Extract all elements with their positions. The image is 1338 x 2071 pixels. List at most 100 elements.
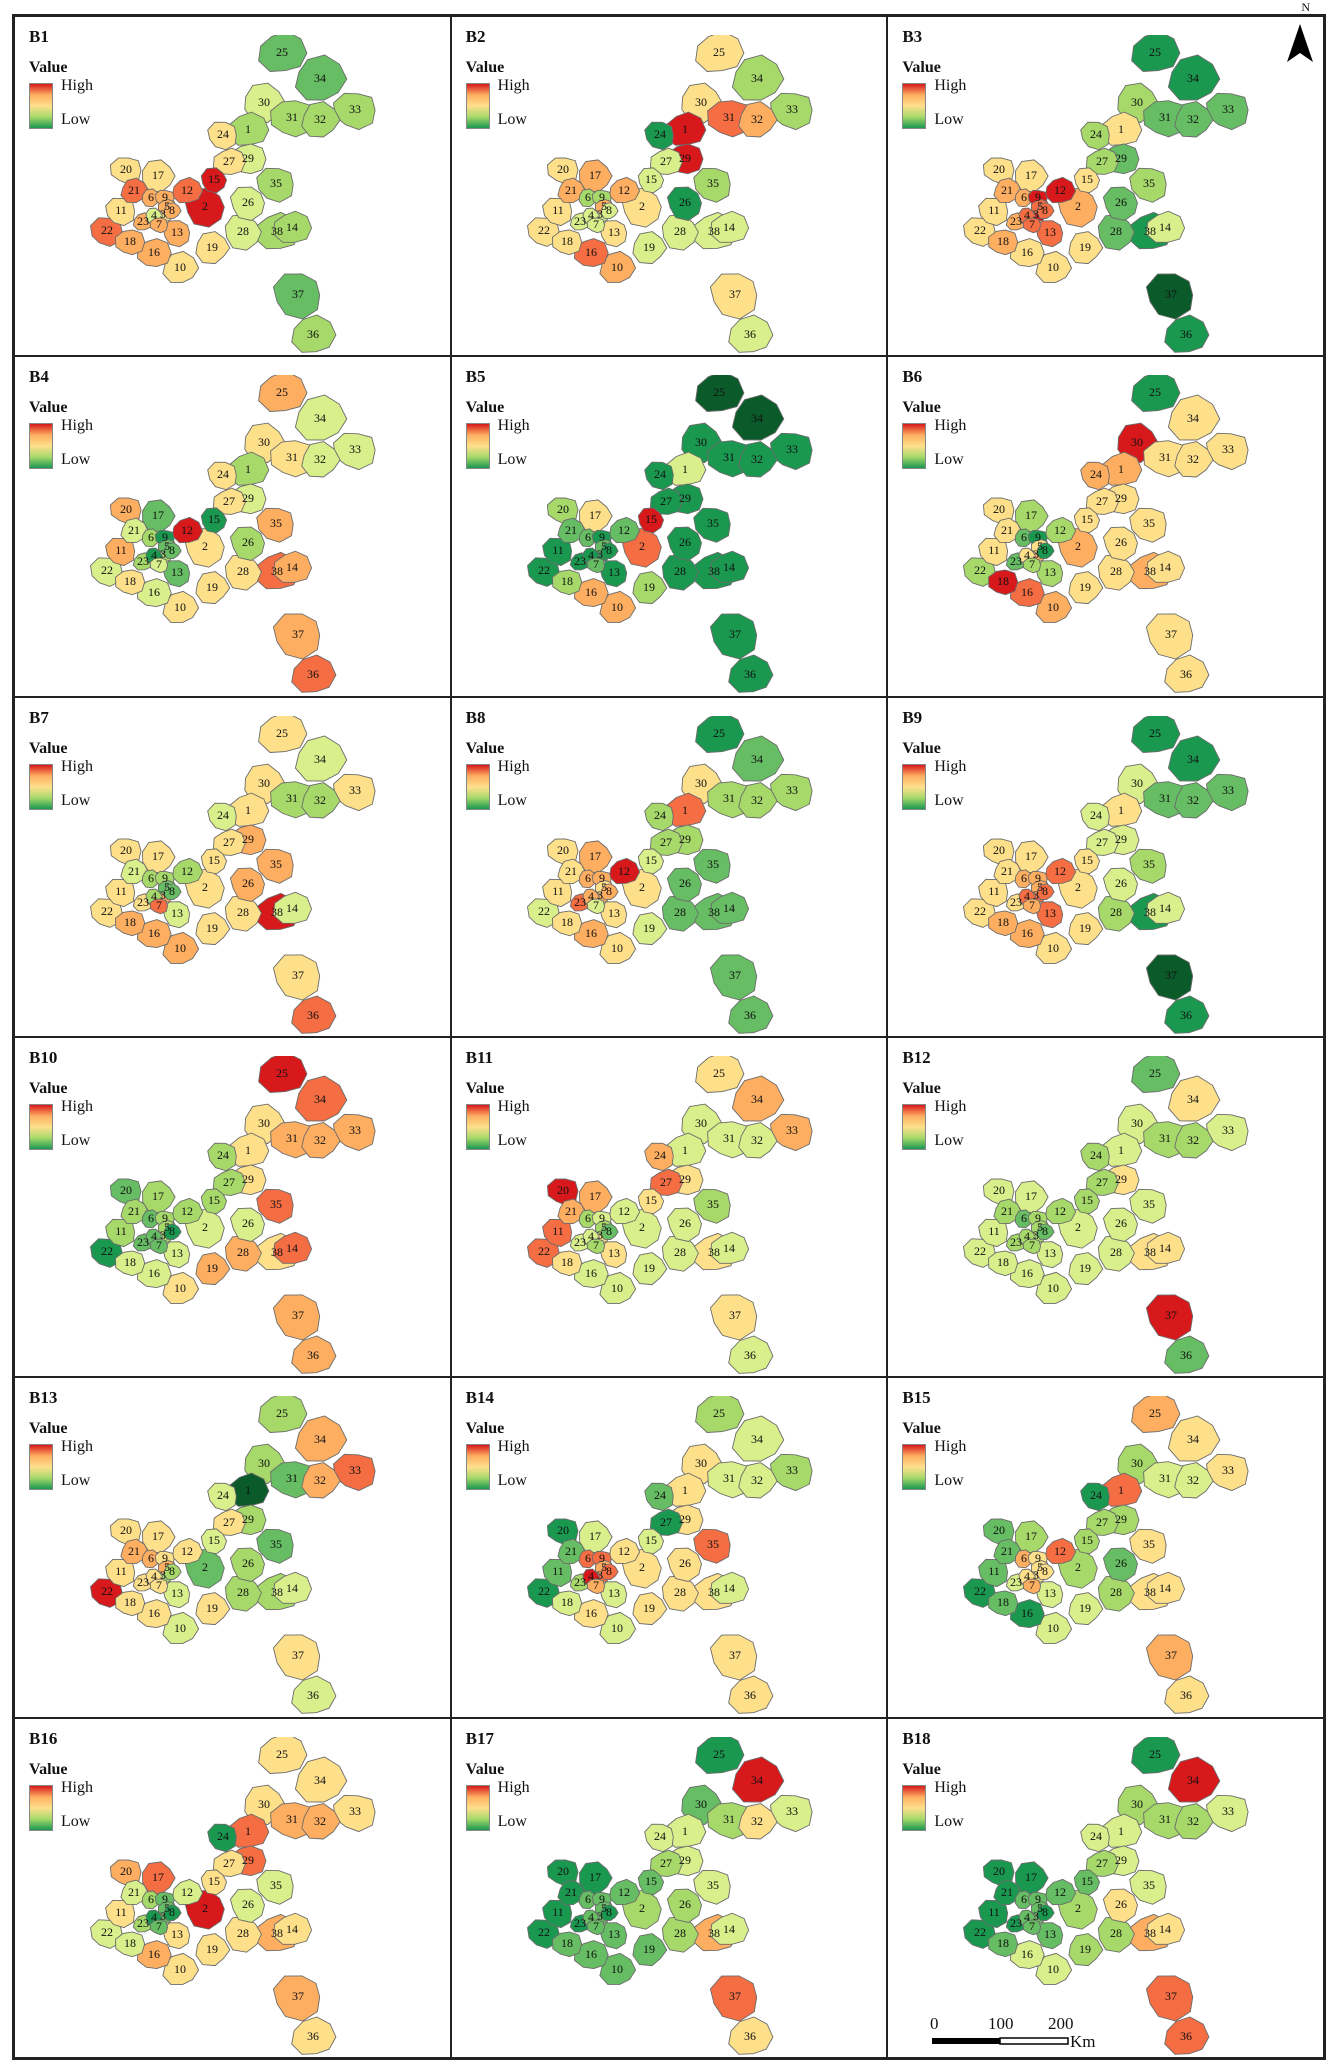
map-panel-b16: B16 Value High Low 1 2 3 4 5 6 7 8 9 10 11 12 13 14 15 16 17… [14, 1717, 451, 2058]
region-label-13: 13 [608, 1926, 620, 1940]
region-label-22: 22 [538, 1244, 550, 1258]
region-10 [162, 591, 200, 624]
region-label-8: 8 [1042, 1224, 1048, 1238]
region-14 [1146, 210, 1186, 243]
region-label-10: 10 [611, 1961, 623, 1975]
region-label-23: 23 [1010, 1235, 1022, 1249]
region-37 [1146, 273, 1194, 320]
region-10 [1035, 250, 1073, 283]
region-15 [200, 1528, 228, 1555]
region-label-21: 21 [128, 183, 140, 197]
region-label-12: 12 [618, 523, 630, 537]
region-13 [162, 1241, 191, 1269]
region-label-19: 19 [1079, 920, 1091, 934]
region-label-25: 25 [276, 1406, 288, 1420]
region-24 [643, 802, 674, 831]
region-label-1: 1 [245, 122, 251, 136]
region-12 [1045, 1878, 1077, 1905]
region-label-26: 26 [1115, 535, 1127, 549]
region-label-26: 26 [242, 1556, 254, 1570]
panel-title: B3 [902, 27, 923, 46]
region-19 [195, 1932, 231, 1966]
region-label-21: 21 [128, 1204, 140, 1218]
region-label-15: 15 [208, 852, 220, 866]
region-label-20: 20 [120, 162, 132, 176]
region-7 [149, 1919, 169, 1935]
region-32 [737, 441, 778, 478]
region-26 [1103, 1207, 1139, 1242]
legend-title: Value [902, 59, 941, 76]
region-label-16: 16 [585, 925, 597, 939]
region-35 [692, 848, 731, 884]
region-14 [709, 1231, 749, 1264]
region-6 [578, 1890, 598, 1909]
region-label-32: 32 [1187, 1473, 1199, 1487]
region-label-15: 15 [645, 1193, 657, 1207]
region-label-13: 13 [608, 905, 620, 919]
region-label-1: 1 [1118, 462, 1124, 476]
scale-tick-0: 0 [930, 2014, 939, 2033]
region-24 [643, 1823, 674, 1852]
region-label-6: 6 [1021, 1891, 1027, 1905]
region-label-27: 27 [1096, 494, 1108, 508]
region-label-11: 11 [989, 203, 1001, 217]
region-label-18: 18 [997, 1255, 1009, 1269]
legend-color-ramp [465, 763, 490, 810]
region-label-19: 19 [206, 580, 218, 594]
region-label-19: 19 [643, 580, 655, 594]
region-label-26: 26 [242, 1896, 254, 1910]
legend-low-label: Low [934, 1132, 964, 1149]
region-label-16: 16 [148, 1946, 160, 1960]
region-label-34: 34 [314, 411, 326, 425]
region-18 [988, 229, 1019, 256]
legend-low-label: Low [497, 1812, 527, 1830]
region-31 [270, 100, 314, 138]
region-34 [294, 54, 348, 101]
region-label-10: 10 [1047, 940, 1059, 954]
region-label-18: 18 [997, 574, 1009, 588]
region-label-31: 31 [1159, 110, 1171, 124]
region-label-29: 29 [679, 151, 691, 165]
region-32 [301, 1122, 341, 1159]
panel-title: B4 [29, 367, 49, 387]
region-26 [666, 526, 702, 562]
region-label-9: 9 [599, 190, 605, 204]
region-label-12: 12 [181, 523, 193, 537]
region-label-13: 13 [171, 905, 183, 919]
region-label-37: 37 [292, 627, 304, 641]
region-label-10: 10 [611, 1621, 623, 1635]
region-26 [229, 526, 265, 562]
region-label-10: 10 [174, 1281, 186, 1295]
region-label-19: 19 [206, 1261, 218, 1275]
region-26 [1103, 867, 1139, 902]
region-19 [195, 1592, 231, 1626]
region-label-11: 11 [989, 543, 1001, 557]
region-label-29: 29 [242, 491, 254, 505]
region-label-15: 15 [645, 512, 657, 526]
legend-title: Value [902, 1080, 941, 1097]
region-label-37: 37 [292, 967, 304, 981]
map-panel-b5: B5 Value High Low 1 2 3 4 5 6 7 8 9 10 11 12 13 14 15 16 17 1… [450, 356, 888, 697]
region-27 [649, 1508, 683, 1537]
region-label-11: 11 [989, 883, 1001, 897]
region-label-26: 26 [679, 1556, 691, 1570]
region-label-10: 10 [1047, 1621, 1059, 1635]
region-label-13: 13 [171, 1926, 183, 1940]
legend: Value High Low [29, 1420, 169, 1500]
panel-title: B9 [902, 707, 923, 727]
legend: Value High Low [902, 59, 1042, 139]
region-label-14: 14 [1159, 1921, 1171, 1935]
region-label-12: 12 [618, 863, 630, 877]
region-24 [643, 121, 674, 151]
region-18 [551, 1931, 582, 1957]
panel-title: B1 [29, 27, 49, 46]
region-label-6: 6 [1021, 1551, 1027, 1565]
region-label-35: 35 [1143, 1877, 1155, 1891]
region-14 [272, 1912, 313, 1945]
region-label-1: 1 [682, 1143, 688, 1157]
region-label-21: 21 [565, 1204, 577, 1218]
region-label-26: 26 [679, 195, 691, 209]
region-label-31: 31 [723, 790, 735, 804]
region-label-38: 38 [271, 1585, 283, 1599]
